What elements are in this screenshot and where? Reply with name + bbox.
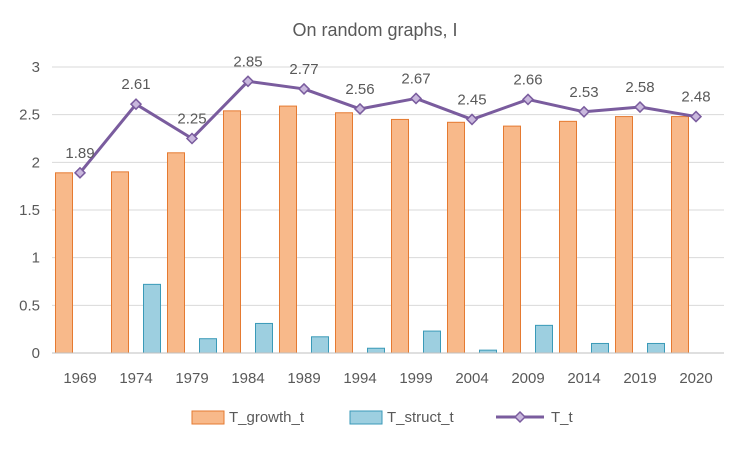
data-label: 2.61 bbox=[121, 76, 150, 93]
data-label: 1.89 bbox=[65, 145, 94, 162]
data-label: 2.45 bbox=[457, 91, 486, 108]
bar-t-growth-t bbox=[447, 121, 465, 354]
line-point bbox=[689, 110, 703, 123]
line-point bbox=[577, 105, 591, 118]
legend-swatch-marker bbox=[513, 410, 527, 424]
x-tick-label: 1984 bbox=[231, 370, 264, 387]
bar-t-struct-t bbox=[143, 283, 161, 354]
x-tick-label: 1974 bbox=[119, 370, 152, 387]
bar-t-struct-t bbox=[255, 322, 273, 354]
bar-t-struct-t bbox=[367, 347, 385, 354]
line-point bbox=[465, 113, 479, 126]
y-tick-label: 1.5 bbox=[19, 202, 40, 219]
x-tick-label: 1989 bbox=[287, 370, 320, 387]
bar-t-growth-t bbox=[335, 112, 353, 354]
bar-t-struct-t bbox=[591, 342, 609, 354]
x-tick-label: 2009 bbox=[511, 370, 544, 387]
bar-t-growth-t bbox=[503, 125, 521, 354]
line-point bbox=[521, 93, 535, 106]
legend: T_growth_t T_struct_t T_t bbox=[191, 409, 574, 426]
bar-t-growth-t bbox=[223, 110, 241, 354]
gridlines bbox=[52, 66, 724, 354]
x-tick-label: 1979 bbox=[175, 370, 208, 387]
x-tick-label: 2020 bbox=[679, 370, 712, 387]
y-tick-label: 2 bbox=[32, 154, 40, 171]
bar-t-growth-t bbox=[391, 118, 409, 354]
line-point bbox=[185, 132, 199, 145]
y-tick-label: 1 bbox=[32, 250, 40, 267]
x-tick-label: 2014 bbox=[567, 370, 600, 387]
line-point bbox=[409, 92, 423, 105]
x-tick-label: 1999 bbox=[399, 370, 432, 387]
bar-t-struct-t bbox=[647, 342, 665, 354]
bar-t-struct-t bbox=[423, 330, 441, 354]
x-tick-label: 2004 bbox=[455, 370, 488, 387]
line-point bbox=[633, 100, 647, 114]
line-point bbox=[73, 166, 87, 179]
bar-t-growth-t bbox=[615, 116, 633, 354]
legend-label: T_t bbox=[551, 409, 574, 426]
bar-t-struct-t bbox=[199, 338, 217, 354]
y-tick-label: 2.5 bbox=[19, 107, 40, 124]
bars bbox=[55, 105, 689, 354]
data-label: 2.25 bbox=[177, 111, 206, 128]
data-label: 2.56 bbox=[345, 81, 374, 98]
y-axis: 0 0.5 1 1.5 2 2.5 3 bbox=[19, 59, 40, 362]
bar-t-growth-t bbox=[55, 172, 73, 354]
legend-swatch bbox=[349, 410, 383, 425]
legend-label: T_struct_t bbox=[387, 409, 455, 426]
data-label: 2.58 bbox=[625, 79, 654, 96]
bar-t-growth-t bbox=[167, 152, 185, 354]
bar-t-growth-t bbox=[279, 105, 297, 354]
x-tick-label: 1994 bbox=[343, 370, 376, 387]
bar-t-growth-t bbox=[559, 120, 577, 354]
line-point bbox=[353, 102, 367, 116]
line-point bbox=[241, 75, 255, 88]
y-tick-label: 0.5 bbox=[19, 297, 40, 314]
line-point bbox=[129, 98, 143, 111]
data-label: 2.48 bbox=[681, 89, 710, 106]
data-label: 2.85 bbox=[233, 53, 262, 70]
bar-t-struct-t bbox=[311, 336, 329, 354]
line-t-t bbox=[78, 79, 697, 174]
data-label: 2.67 bbox=[401, 70, 430, 87]
bar-t-struct-t bbox=[535, 324, 553, 354]
data-label: 2.53 bbox=[569, 84, 598, 101]
bar-t-growth-t bbox=[671, 116, 689, 354]
x-tick-label: 1969 bbox=[63, 370, 96, 387]
x-axis: 1969 1974 1979 1984 1989 1994 1999 2004 2009 2014… bbox=[52, 352, 724, 387]
x-tick-label: 2019 bbox=[623, 370, 656, 387]
data-label: 2.66 bbox=[513, 71, 542, 88]
legend-label: T_growth_t bbox=[229, 409, 305, 426]
y-tick-label: 3 bbox=[32, 59, 40, 76]
chart-title: On random graphs, I bbox=[292, 20, 457, 40]
legend-swatch bbox=[191, 410, 225, 425]
y-tick-label: 0 bbox=[32, 345, 40, 362]
line-series: 1.89 2.61 2.25 2.85 2.77 2.56 2.67 2.45 2.66 2.53… bbox=[65, 53, 711, 179]
bar-t-growth-t bbox=[111, 171, 129, 354]
data-label: 2.77 bbox=[289, 61, 318, 78]
line-point bbox=[297, 82, 311, 95]
